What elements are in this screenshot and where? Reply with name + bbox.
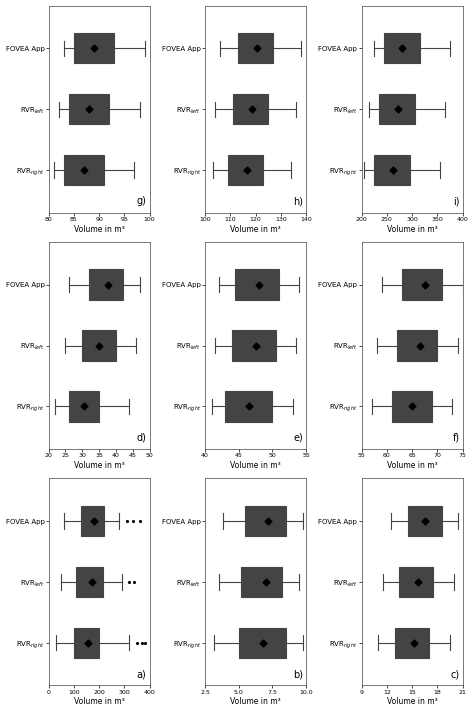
Text: b): b) — [293, 669, 303, 679]
PathPatch shape — [82, 330, 116, 361]
PathPatch shape — [82, 506, 104, 536]
PathPatch shape — [225, 391, 273, 422]
X-axis label: Volume in m³: Volume in m³ — [230, 698, 281, 706]
PathPatch shape — [392, 391, 432, 422]
PathPatch shape — [74, 627, 99, 658]
Text: i): i) — [453, 197, 459, 206]
PathPatch shape — [232, 330, 276, 361]
PathPatch shape — [402, 269, 442, 300]
PathPatch shape — [246, 506, 286, 536]
X-axis label: Volume in m³: Volume in m³ — [387, 461, 438, 470]
PathPatch shape — [395, 627, 429, 658]
PathPatch shape — [238, 33, 273, 63]
PathPatch shape — [239, 627, 286, 658]
PathPatch shape — [374, 155, 410, 185]
PathPatch shape — [241, 567, 282, 597]
Text: c): c) — [450, 669, 459, 679]
X-axis label: Volume in m³: Volume in m³ — [74, 461, 125, 470]
PathPatch shape — [228, 155, 263, 185]
Text: a): a) — [137, 669, 146, 679]
PathPatch shape — [397, 330, 438, 361]
X-axis label: Volume in m³: Volume in m³ — [74, 224, 125, 234]
PathPatch shape — [400, 567, 433, 597]
PathPatch shape — [76, 567, 103, 597]
X-axis label: Volume in m³: Volume in m³ — [74, 698, 125, 706]
Text: e): e) — [293, 433, 303, 443]
Text: h): h) — [293, 197, 303, 206]
PathPatch shape — [236, 269, 279, 300]
Text: g): g) — [137, 197, 146, 206]
PathPatch shape — [69, 391, 99, 422]
X-axis label: Volume in m³: Volume in m³ — [230, 461, 281, 470]
Text: f): f) — [452, 433, 459, 443]
PathPatch shape — [74, 33, 114, 63]
PathPatch shape — [64, 155, 104, 185]
X-axis label: Volume in m³: Volume in m³ — [387, 224, 438, 234]
PathPatch shape — [379, 94, 415, 125]
PathPatch shape — [89, 269, 123, 300]
X-axis label: Volume in m³: Volume in m³ — [387, 698, 438, 706]
PathPatch shape — [408, 506, 441, 536]
PathPatch shape — [384, 33, 419, 63]
X-axis label: Volume in m³: Volume in m³ — [230, 224, 281, 234]
PathPatch shape — [69, 94, 109, 125]
PathPatch shape — [233, 94, 268, 125]
Text: d): d) — [137, 433, 146, 443]
